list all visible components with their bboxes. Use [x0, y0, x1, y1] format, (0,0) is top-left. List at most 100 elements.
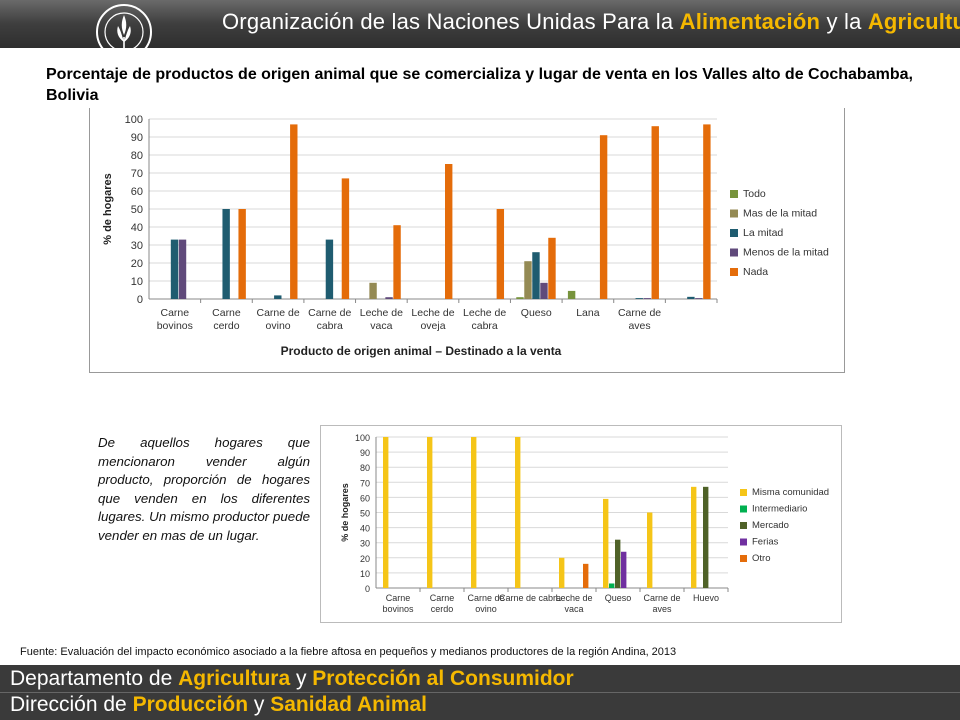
x-tick-label: ovino [475, 604, 497, 614]
x-tick-label: Queso [605, 593, 632, 603]
bar-nada [341, 178, 350, 299]
slide-title: Porcentaje de productos de origen animal… [46, 66, 913, 104]
y-tick-label: 10 [131, 276, 143, 288]
bar-otro [583, 563, 589, 588]
department-name: Departamento de Agricultura y Protección… [10, 667, 574, 690]
y-tick-label: 100 [125, 114, 143, 126]
bar-ferias [621, 551, 627, 588]
bar-mas-de-la-mitad [369, 282, 377, 299]
x-tick-label: vaca [370, 320, 392, 332]
legend-label: Otro [752, 553, 770, 564]
legend-label: Mercado [752, 520, 789, 531]
legend-label: Intermediario [752, 504, 807, 515]
legend-label: Mas de la mitad [743, 208, 817, 220]
x-tick-label: cabra [472, 320, 498, 332]
x-tick-label: ovino [266, 320, 291, 332]
bar-misma-comunidad [559, 557, 565, 588]
bar-misma-comunidad [471, 437, 477, 588]
y-tick-label: 80 [131, 150, 143, 162]
x-tick-label: Huevo [693, 593, 719, 603]
x-tick-label: vaca [564, 604, 583, 614]
y-axis-label: % de hogares [102, 173, 114, 245]
x-tick-label: Lana [576, 307, 600, 319]
y-tick-label: 40 [360, 524, 370, 534]
y-tick-label: 70 [131, 168, 143, 180]
legend-swatch [730, 229, 738, 237]
y-tick-label: 10 [360, 569, 370, 579]
x-tick-label: cerdo [213, 320, 239, 332]
bar-menos-de-la-mitad [643, 298, 651, 299]
x-tick-label: Carne [161, 307, 190, 319]
legend-label: Todo [743, 188, 766, 200]
explanatory-note: De aquellos hogares que mencionaron vend… [98, 435, 310, 543]
x-tick-label: bovinos [157, 320, 193, 332]
x-tick-label: Carne de [308, 307, 351, 319]
x-tick-label: aves [652, 604, 672, 614]
top-banner: Organización de las Naciones Unidas Para… [0, 0, 960, 60]
x-tick-label: Carne [430, 593, 455, 603]
organization-title: Organización de las Naciones Unidas Para… [222, 9, 960, 34]
bar-menos-de-la-mitad [178, 239, 187, 299]
y-tick-label: 60 [131, 186, 143, 198]
x-tick-label: cabra [317, 320, 343, 332]
x-tick-label: Queso [521, 307, 552, 319]
bar-menos-de-la-mitad [540, 282, 548, 299]
y-tick-label: 90 [131, 132, 143, 144]
bar-misma-comunidad [515, 437, 521, 588]
y-tick-label: 90 [360, 448, 370, 458]
legend-label: Ferias [752, 537, 779, 548]
legend-swatch [740, 505, 747, 513]
bar-nada [393, 225, 401, 299]
y-tick-label: 30 [131, 240, 143, 252]
bar-misma-comunidad [427, 437, 433, 588]
x-tick-label: Carne de [256, 307, 299, 319]
y-tick-label: 20 [360, 554, 370, 564]
legend-swatch [740, 538, 747, 546]
source-citation: Fuente: Evaluación del impacto económico… [20, 646, 677, 658]
bar-la-mitad [687, 296, 695, 299]
bar-la-mitad [274, 295, 282, 299]
legend-label: Menos de la mitad [743, 247, 829, 259]
bar-nada [496, 209, 505, 299]
y-tick-label: 0 [137, 294, 143, 306]
legend-swatch [740, 489, 747, 496]
fao-logo-icon [96, 4, 152, 60]
bar-nada [703, 124, 711, 300]
bar-todo [567, 290, 576, 299]
y-tick-label: 0 [365, 584, 370, 594]
bar-mercado [703, 486, 709, 588]
x-tick-label: Carne de [618, 307, 661, 319]
legend-swatch [740, 522, 747, 529]
bar-menos-de-la-mitad [385, 297, 393, 299]
bar-mercado [615, 539, 621, 588]
x-tick-label: Leche de [555, 593, 592, 603]
chart-1-frame [89, 108, 845, 373]
bar-la-mitad [635, 298, 643, 299]
bar-misma-comunidad [647, 512, 653, 588]
y-tick-label: 50 [131, 204, 143, 216]
bar-misma-comunidad [691, 486, 697, 588]
bar-intermediario [609, 583, 615, 588]
y-axis-label: % de hogares [340, 483, 350, 542]
x-tick-label: aves [628, 320, 650, 332]
y-tick-label: 70 [360, 478, 370, 488]
y-tick-label: 30 [360, 539, 370, 549]
legend-label: La mitad [743, 227, 783, 239]
bar-menos-de-la-mitad [695, 298, 703, 299]
legend-swatch [730, 190, 738, 198]
x-tick-label: Carne [386, 593, 411, 603]
y-tick-label: 40 [131, 222, 143, 234]
legend-label: Misma comunidad [752, 487, 829, 498]
bar-la-mitad [325, 239, 334, 299]
bar-la-mitad [532, 252, 540, 299]
bar-misma-comunidad [383, 437, 389, 588]
x-tick-label: Leche de [411, 307, 454, 319]
bar-mas-de-la-mitad [524, 261, 532, 299]
x-tick-label: Carne de [467, 593, 504, 603]
legend-label: Nada [743, 266, 768, 278]
x-tick-label: Leche de [463, 307, 506, 319]
x-tick-label: bovinos [382, 604, 414, 614]
bar-nada [238, 209, 246, 299]
